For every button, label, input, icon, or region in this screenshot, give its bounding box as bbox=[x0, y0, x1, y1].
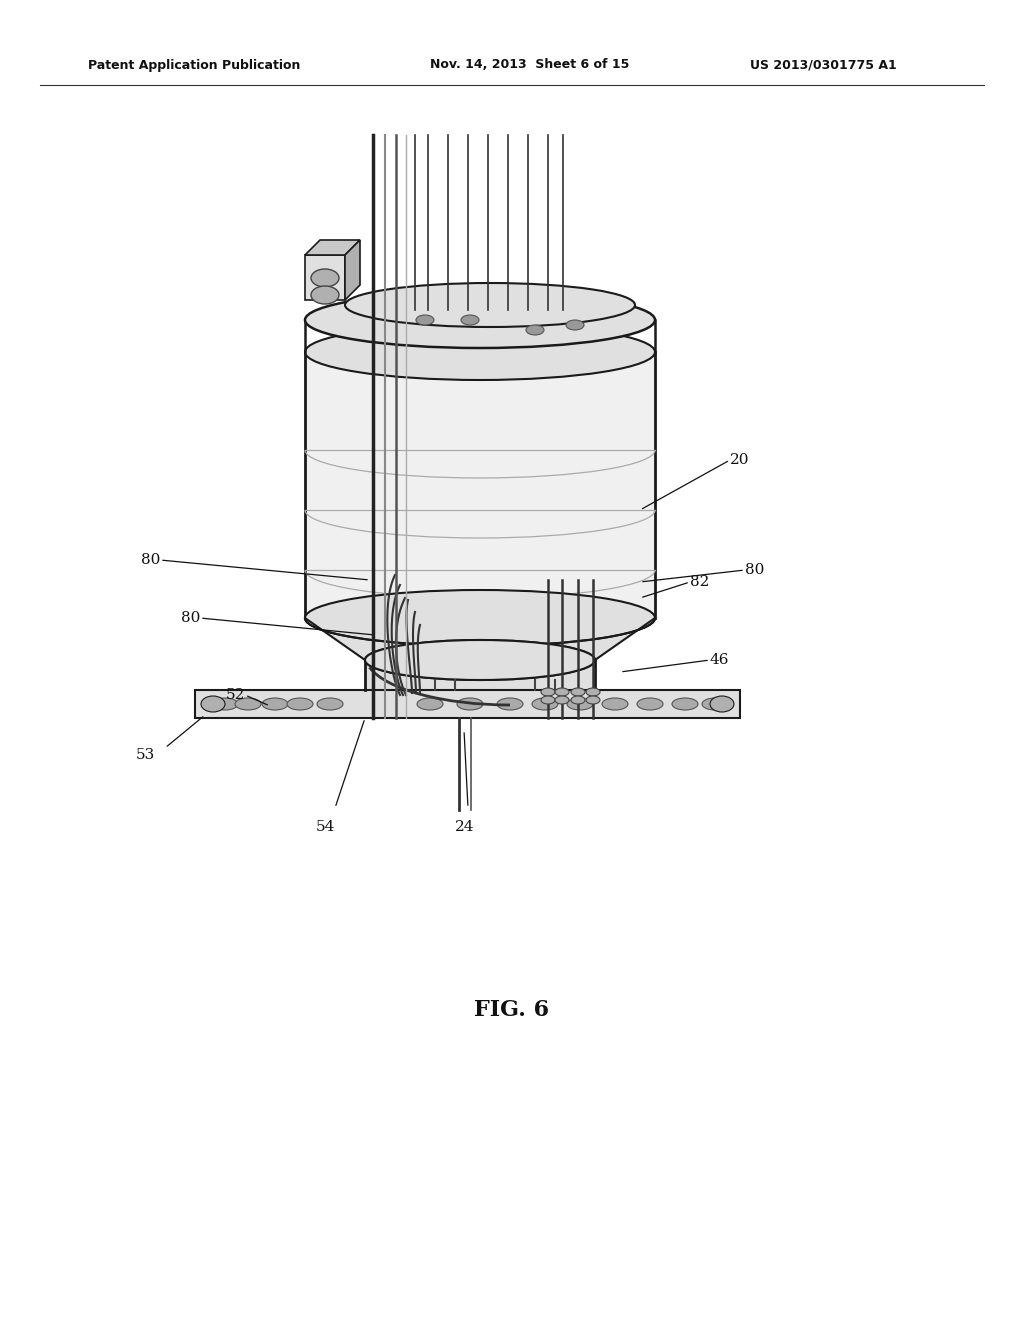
Ellipse shape bbox=[345, 282, 635, 327]
Text: 80: 80 bbox=[140, 553, 160, 568]
Ellipse shape bbox=[212, 698, 238, 710]
Ellipse shape bbox=[586, 696, 600, 704]
Text: US 2013/0301775 A1: US 2013/0301775 A1 bbox=[750, 58, 897, 71]
Text: 52: 52 bbox=[225, 688, 245, 702]
Text: 24: 24 bbox=[456, 820, 475, 834]
Ellipse shape bbox=[702, 698, 728, 710]
Ellipse shape bbox=[541, 696, 555, 704]
Ellipse shape bbox=[317, 698, 343, 710]
Ellipse shape bbox=[461, 315, 479, 325]
Polygon shape bbox=[305, 352, 655, 618]
Ellipse shape bbox=[710, 696, 734, 711]
Ellipse shape bbox=[586, 688, 600, 696]
Ellipse shape bbox=[287, 698, 313, 710]
Polygon shape bbox=[305, 240, 360, 255]
Ellipse shape bbox=[541, 688, 555, 696]
Ellipse shape bbox=[602, 698, 628, 710]
Text: FIG. 6: FIG. 6 bbox=[474, 999, 550, 1020]
Text: 53: 53 bbox=[136, 748, 155, 762]
Polygon shape bbox=[345, 240, 360, 300]
Polygon shape bbox=[305, 255, 345, 300]
Ellipse shape bbox=[311, 269, 339, 286]
Ellipse shape bbox=[305, 292, 655, 348]
Text: 80: 80 bbox=[745, 564, 764, 577]
Ellipse shape bbox=[497, 698, 523, 710]
Text: 46: 46 bbox=[710, 653, 729, 667]
Ellipse shape bbox=[566, 319, 584, 330]
Text: Nov. 14, 2013  Sheet 6 of 15: Nov. 14, 2013 Sheet 6 of 15 bbox=[430, 58, 630, 71]
Ellipse shape bbox=[234, 698, 261, 710]
Ellipse shape bbox=[672, 698, 698, 710]
Ellipse shape bbox=[555, 688, 569, 696]
Ellipse shape bbox=[555, 696, 569, 704]
Text: 80: 80 bbox=[180, 611, 200, 624]
Polygon shape bbox=[365, 660, 595, 690]
Ellipse shape bbox=[365, 640, 595, 680]
Ellipse shape bbox=[417, 698, 443, 710]
Ellipse shape bbox=[637, 698, 663, 710]
Ellipse shape bbox=[262, 698, 288, 710]
Ellipse shape bbox=[365, 640, 595, 680]
Ellipse shape bbox=[532, 698, 558, 710]
Polygon shape bbox=[195, 690, 740, 718]
Text: 20: 20 bbox=[730, 453, 750, 467]
Text: Patent Application Publication: Patent Application Publication bbox=[88, 58, 300, 71]
Ellipse shape bbox=[345, 294, 635, 339]
Ellipse shape bbox=[457, 698, 483, 710]
Ellipse shape bbox=[571, 696, 585, 704]
Text: 54: 54 bbox=[315, 820, 335, 834]
Ellipse shape bbox=[526, 325, 544, 335]
Text: 82: 82 bbox=[690, 576, 710, 589]
Polygon shape bbox=[305, 618, 655, 660]
Ellipse shape bbox=[567, 698, 593, 710]
Ellipse shape bbox=[305, 323, 655, 380]
Ellipse shape bbox=[571, 688, 585, 696]
Ellipse shape bbox=[305, 590, 655, 645]
Ellipse shape bbox=[201, 696, 225, 711]
Ellipse shape bbox=[311, 286, 339, 304]
Ellipse shape bbox=[416, 315, 434, 325]
